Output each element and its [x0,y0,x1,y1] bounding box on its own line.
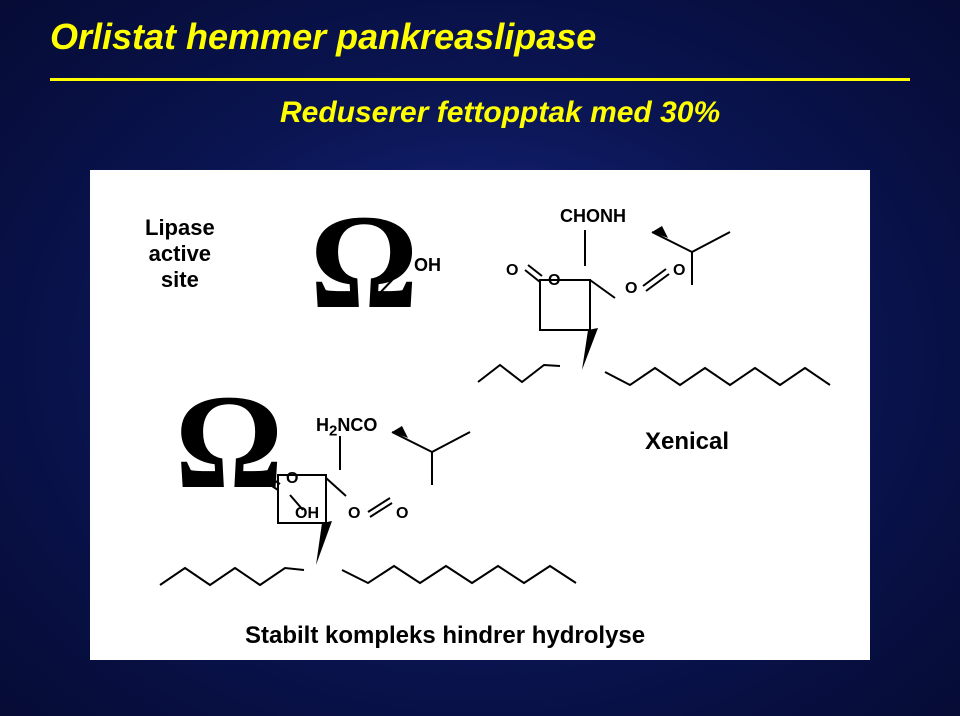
lipase-active-site-label: Lipase active site [145,215,215,293]
slide-subtitle: Reduserer fettopptak med 30% [280,96,720,130]
lipase-line1: Lipase [145,215,215,241]
subtitle-text: Reduserer fettopptak med 30% [280,96,720,129]
slide-title: Orlistat hemmer pankreaslipase [50,16,596,58]
lipase-line2: active [145,241,215,267]
top-o-center-label: O [625,280,637,298]
top-zigzag-right [595,360,845,390]
top-zigzag-left [470,360,580,390]
top-o-in-label: O [548,272,560,290]
h2nco-lines [310,410,480,500]
left-o-ester-label: O [396,505,408,523]
content-area: Lipase active site Ω Ω OH CHONH O O O O … [90,170,870,660]
bottom-caption: Stabilt kompleks hindrer hydrolyse [245,622,645,650]
omega-glyph-top: Ω [310,195,418,330]
title-text: Orlistat hemmer pankreaslipase [50,16,596,57]
left-zigzag-left [150,560,320,590]
lipase-line3: site [145,267,215,293]
left-o-center-label: O [348,505,360,523]
xenical-label: Xenical [645,428,729,456]
top-o-ester-label: O [673,262,685,280]
left-zigzag-right [335,560,595,590]
oh-label-top: OH [414,255,441,276]
title-underline [50,78,910,81]
left-o-left-label: O [258,470,270,488]
left-o-in-label: O [286,470,298,488]
left-oh-label: OH [295,505,319,523]
top-o-double-label: O [506,262,518,280]
oh-stem-line [374,274,398,299]
